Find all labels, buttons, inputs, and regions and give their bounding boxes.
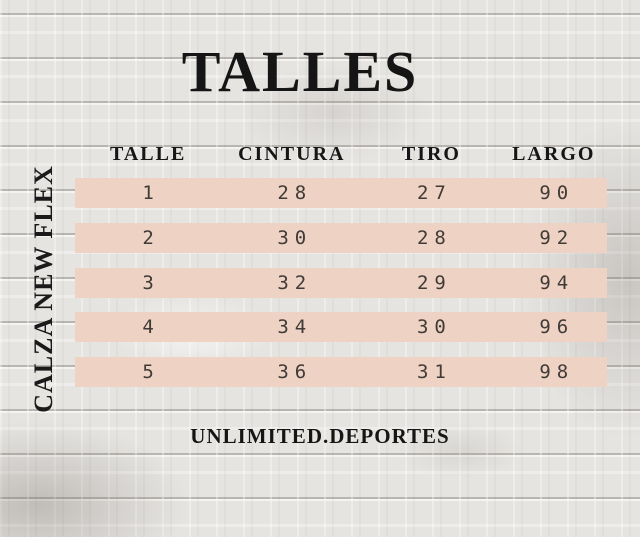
cell-cintura: 34 xyxy=(277,316,313,338)
cell-talle: 2 xyxy=(142,227,160,249)
cell-tiro: 31 xyxy=(416,361,452,383)
cell-cintura: 32 xyxy=(277,272,313,294)
cell-largo: 96 xyxy=(539,316,575,338)
column-header-largo: LARGO xyxy=(512,142,596,165)
table-row: 2 30 28 92 xyxy=(75,223,607,253)
cell-largo: 98 xyxy=(539,361,575,383)
page-title: TALLES xyxy=(181,39,419,104)
cell-talle: 3 xyxy=(142,272,160,294)
cell-talle: 4 xyxy=(142,316,160,338)
brand-name: UNLIMITED.DEPORTES xyxy=(190,424,450,448)
table-row: 5 36 31 98 xyxy=(75,357,607,387)
cell-largo: 94 xyxy=(539,272,575,294)
cell-cintura: 36 xyxy=(277,361,313,383)
cell-tiro: 27 xyxy=(416,182,452,204)
cell-talle: 1 xyxy=(142,182,160,204)
table-row: 3 32 29 94 xyxy=(75,268,607,298)
table-row: 4 34 30 96 xyxy=(75,312,607,342)
cell-cintura: 28 xyxy=(277,182,313,204)
table-row: 1 28 27 90 xyxy=(75,178,607,208)
cell-largo: 90 xyxy=(539,182,575,204)
cell-talle: 5 xyxy=(142,361,160,383)
product-name-vertical-label: CALZA NEW FLEX xyxy=(29,165,58,413)
cell-largo: 92 xyxy=(539,227,575,249)
column-header-cintura: CINTURA xyxy=(238,142,346,165)
size-table: TALLE CINTURA TIRO LARGO 1 28 27 90 2 30… xyxy=(75,0,607,537)
cell-tiro: 28 xyxy=(416,227,452,249)
column-header-tiro: TIRO xyxy=(401,142,461,165)
cell-cintura: 30 xyxy=(277,227,313,249)
column-header-talle: TALLE xyxy=(109,142,187,165)
cell-tiro: 29 xyxy=(416,272,452,294)
cell-tiro: 30 xyxy=(416,316,452,338)
table-header-row: TALLE CINTURA TIRO LARGO xyxy=(75,140,607,168)
